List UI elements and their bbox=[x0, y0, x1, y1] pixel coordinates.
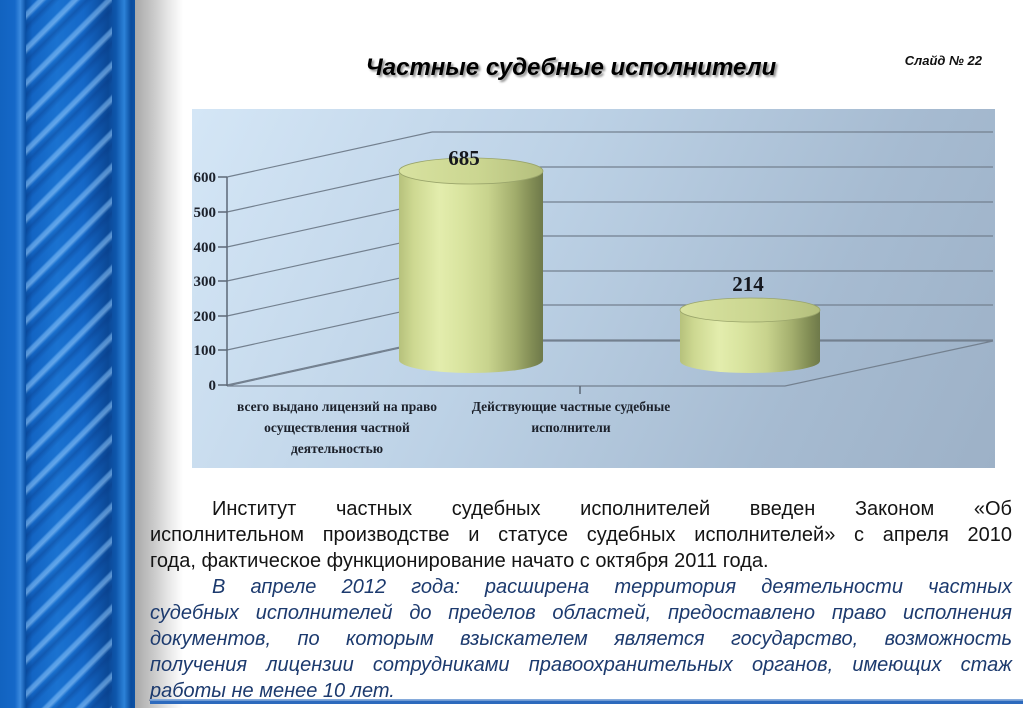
text-line: исполнительном производстве и статусе су… bbox=[150, 524, 1012, 546]
cylinder-bar-2 bbox=[679, 297, 821, 373]
y-tick: 400 bbox=[194, 240, 217, 256]
text-line: судебных исполнителей до пределов област… bbox=[150, 602, 1012, 624]
left-decoration-bar bbox=[0, 0, 135, 708]
chart-floor bbox=[226, 340, 994, 387]
body-text: Институт частных судебных исполнителей в… bbox=[150, 496, 1012, 704]
category-label-2: Действующие частные судебные исполнители bbox=[471, 399, 671, 435]
chart-canvas: 600 500 400 300 200 100 0 685 214 bbox=[194, 131, 994, 394]
text-line: года, фактическое функционирование начат… bbox=[150, 550, 769, 572]
text-line: получения лицензии сотрудниками правоохр… bbox=[150, 654, 1012, 676]
text-line: В апреле 2012 года: расширена территория… bbox=[212, 576, 1012, 598]
text-line: Институт частных судебных исполнителей в… bbox=[212, 498, 1012, 520]
text-line: документов, по которым взыскателем являе… bbox=[150, 628, 1012, 650]
bottom-border-line bbox=[150, 699, 1023, 704]
y-tick: 300 bbox=[194, 274, 217, 290]
cylinder-chart: 600 500 400 300 200 100 0 685 214 всего … bbox=[192, 109, 995, 468]
y-tick: 200 bbox=[194, 309, 217, 325]
text-line: работы не менее 10 лет. bbox=[150, 680, 395, 702]
y-axis-labels: 600 500 400 300 200 100 0 bbox=[194, 170, 217, 394]
y-tick: 100 bbox=[194, 343, 217, 359]
y-tick: 0 bbox=[209, 378, 217, 394]
category-label-1: всего выдано лицензий на право осуществл… bbox=[237, 399, 437, 456]
slide-title: Частные судебные исполнители bbox=[365, 54, 777, 81]
y-tick: 600 bbox=[194, 170, 217, 186]
slide-number: Слайд № 22 bbox=[904, 53, 982, 68]
paragraph-2: В апреле 2012 года: расширена территория… bbox=[150, 574, 1012, 704]
value-axis bbox=[218, 176, 581, 394]
cylinder-bar-1 bbox=[398, 157, 544, 373]
y-tick: 500 bbox=[194, 205, 217, 221]
paragraph-1: Институт частных судебных исполнителей в… bbox=[150, 496, 1012, 574]
value-label-2: 214 bbox=[732, 272, 764, 296]
value-label-1: 685 bbox=[448, 146, 480, 170]
side-wall-gridlines bbox=[226, 131, 433, 386]
left-bar-shadow bbox=[135, 0, 183, 708]
